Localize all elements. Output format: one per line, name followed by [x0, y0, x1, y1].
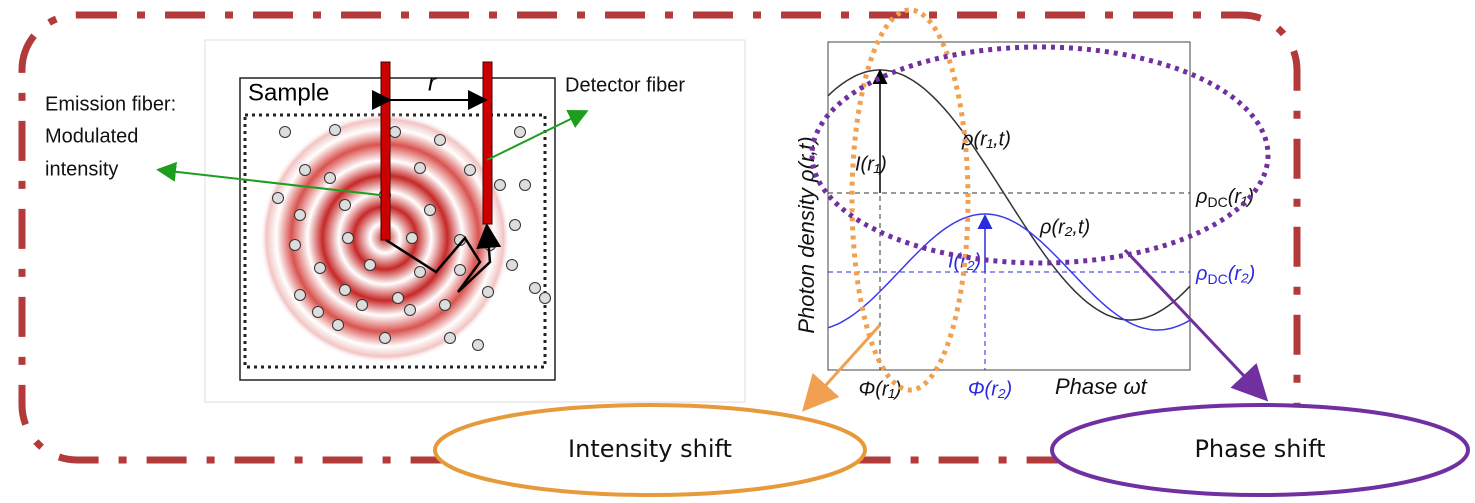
- scatterer: [380, 333, 391, 344]
- scatterer: [295, 210, 306, 221]
- distance-label: r: [428, 69, 437, 96]
- scatterer: [435, 135, 446, 146]
- dc-tail: (r₂): [1228, 263, 1256, 285]
- scatterer: [520, 180, 531, 191]
- scatterer: [313, 307, 324, 318]
- curve-1-label: ρ(r₁,t): [961, 128, 1011, 150]
- dc-base: ρ: [1195, 186, 1207, 208]
- scatterer: [295, 290, 306, 301]
- scatterer: [333, 320, 344, 331]
- scatterer: [407, 233, 418, 244]
- scatterer: [510, 220, 521, 231]
- scatterer: [330, 125, 341, 136]
- scatterer: [495, 180, 506, 191]
- sample-label: Sample: [248, 79, 329, 106]
- scatterer: [357, 300, 368, 311]
- amplitude-1-label: I(r₁): [855, 153, 887, 175]
- scatterer: [455, 265, 466, 276]
- scatterer: [390, 127, 401, 138]
- scatterer: [440, 300, 451, 311]
- scatterer: [405, 305, 416, 316]
- scatterer: [300, 165, 311, 176]
- scatterer: [340, 285, 351, 296]
- emission-fiber: [381, 62, 390, 240]
- scatterer: [483, 287, 494, 298]
- scatterer: [290, 240, 301, 251]
- diagram: Emission fiber: Modulated intensity Samp…: [0, 0, 1475, 503]
- detector-label: Detector fiber: [565, 74, 685, 96]
- emission-label: Emission fiber:: [45, 93, 176, 115]
- dc-base: ρ: [1195, 263, 1207, 285]
- scatterer: [445, 333, 456, 344]
- scatterer: [507, 260, 518, 271]
- scatterer: [343, 233, 354, 244]
- scatterer: [425, 205, 436, 216]
- phase-2-label: Φ(r₂): [968, 378, 1012, 400]
- scatterer: [465, 165, 476, 176]
- scatterer: [530, 283, 541, 294]
- scatterer: [340, 200, 351, 211]
- dc-sub: DC: [1207, 271, 1227, 287]
- curve-2-label: ρ(r₂,t): [1039, 216, 1090, 238]
- dc-sub: DC: [1207, 194, 1227, 210]
- scatterer: [365, 260, 376, 271]
- emission-label: Modulated: [45, 125, 138, 147]
- scatterer: [415, 163, 426, 174]
- intensity-callout-label: Intensity shift: [568, 435, 732, 463]
- scatterer: [315, 263, 326, 274]
- scatterer: [393, 293, 404, 304]
- detector-fiber: [483, 62, 492, 224]
- scatterer: [325, 173, 336, 184]
- x-axis-label: Phase ωt: [1055, 374, 1148, 399]
- scatterer: [515, 127, 526, 138]
- right-panel: [750, 40, 1290, 402]
- emission-label: intensity: [45, 158, 118, 180]
- scatterer: [540, 293, 551, 304]
- scatterer: [273, 193, 284, 204]
- scatterer: [415, 267, 426, 278]
- scatterer: [280, 127, 291, 138]
- scatterer: [473, 340, 484, 351]
- phase-callout-label: Phase shift: [1194, 435, 1325, 463]
